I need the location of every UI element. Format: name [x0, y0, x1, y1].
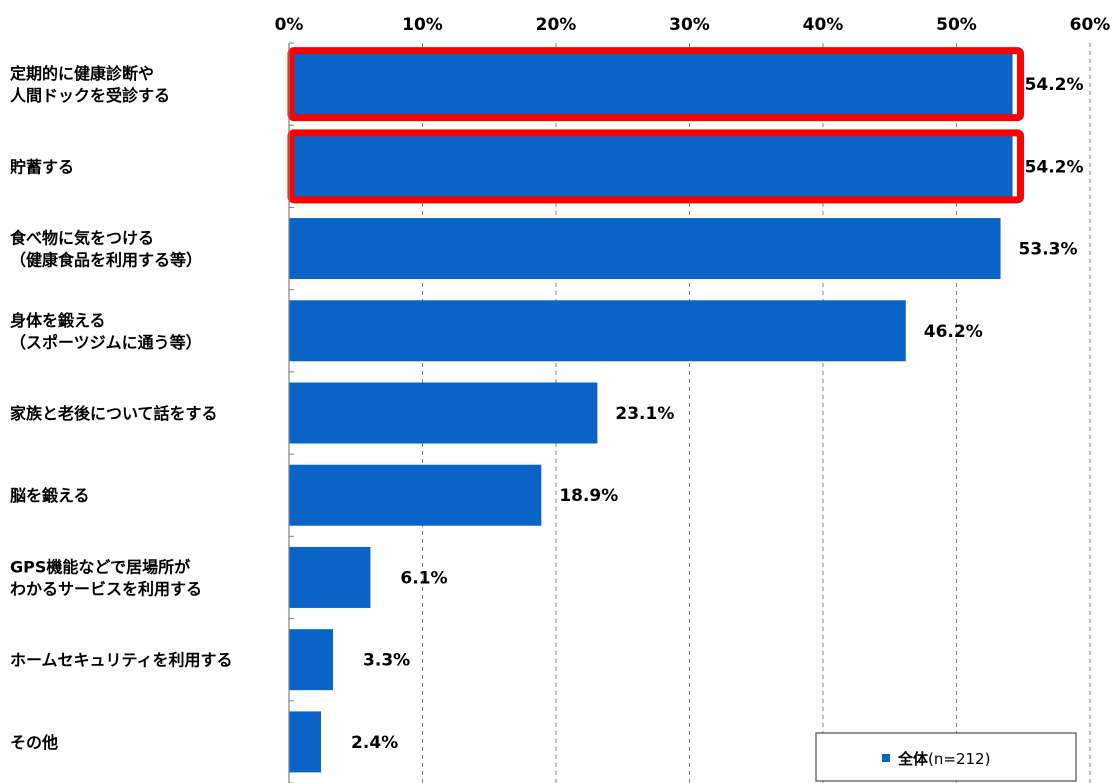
category-label-line: ホームセキュリティを利用する — [10, 651, 233, 670]
highlight-frame — [287, 129, 1025, 204]
category-label-line: （健康食品を利用する等） — [10, 251, 202, 270]
category-label: 身体を鍛える （スポーツジムに通う等） — [10, 311, 202, 352]
category-label: ホームセキュリティを利用する — [10, 651, 233, 670]
legend-label: 全体(n=212) — [897, 750, 990, 768]
axes — [288, 42, 294, 783]
category-label-line: GPS機能などで居場所が — [10, 557, 190, 576]
category-label-line: 人間ドックを受診する — [10, 86, 170, 105]
category-label: 食べ物に気をつける （健康食品を利用する等） — [9, 229, 202, 270]
category-label-line: 身体を鍛える — [10, 311, 106, 330]
legend-note: (n=212) — [928, 750, 990, 768]
x-tick-label: 60% — [1070, 15, 1111, 35]
category-label: その他 — [10, 733, 58, 752]
bar — [289, 464, 542, 526]
bar — [289, 300, 906, 362]
x-tick-label: 50% — [936, 15, 977, 35]
data-label: 46.2% — [924, 322, 983, 342]
data-label: 53.3% — [1019, 240, 1078, 260]
x-tick-label: 0% — [275, 15, 304, 35]
data-label: 18.9% — [559, 486, 618, 506]
category-label-line: （スポーツジムに通う等） — [10, 333, 202, 352]
bar — [289, 629, 334, 691]
category-label-line: 食べ物に気をつける — [9, 229, 154, 248]
category-label: 定期的に健康診断や人間ドックを受診する — [9, 64, 170, 105]
labels: 0% 10% 20% 30% 40% 50% 60% 54.2% 定期的に健康診断や人間ドックを… — [9, 15, 1110, 753]
category-label-line: 脳を鍛える — [10, 486, 90, 505]
bar — [289, 135, 1013, 197]
legend-box — [815, 732, 1077, 782]
legend: 全体(n=212) — [815, 732, 1077, 782]
bars — [287, 47, 1025, 773]
data-label: 54.2% — [1025, 157, 1084, 177]
category-label-line: その他 — [10, 733, 58, 752]
legend-series-name: 全体 — [897, 750, 929, 768]
x-tick-label: 20% — [536, 15, 577, 35]
category-label: 脳を鍛える — [10, 486, 90, 505]
data-label: 3.3% — [363, 651, 410, 671]
category-label: 家族と老後について話をする — [10, 404, 218, 423]
data-label: 23.1% — [615, 404, 674, 424]
legend-swatch — [882, 754, 890, 762]
bar — [289, 546, 371, 608]
bar — [289, 711, 322, 773]
category-label: 貯蓄する — [10, 157, 74, 176]
highlight-frame — [287, 47, 1025, 122]
data-label: 54.2% — [1025, 75, 1084, 95]
x-tick-label: 30% — [669, 15, 710, 35]
bar — [289, 218, 1001, 280]
category-label-line: 貯蓄する — [10, 157, 74, 176]
category-label-line: 定期的に健康診断や — [9, 64, 154, 83]
bar — [289, 53, 1013, 115]
bar — [289, 382, 598, 444]
category-label-line: 家族と老後について話をする — [10, 404, 218, 423]
data-label: 6.1% — [400, 568, 447, 588]
x-tick-label: 40% — [803, 15, 844, 35]
category-label: GPS機能などで居場所がわかるサービスを利用する — [10, 557, 202, 598]
category-label-line: わかるサービスを利用する — [10, 579, 202, 598]
data-label: 2.4% — [351, 733, 398, 753]
x-tick-label: 10% — [402, 15, 443, 35]
